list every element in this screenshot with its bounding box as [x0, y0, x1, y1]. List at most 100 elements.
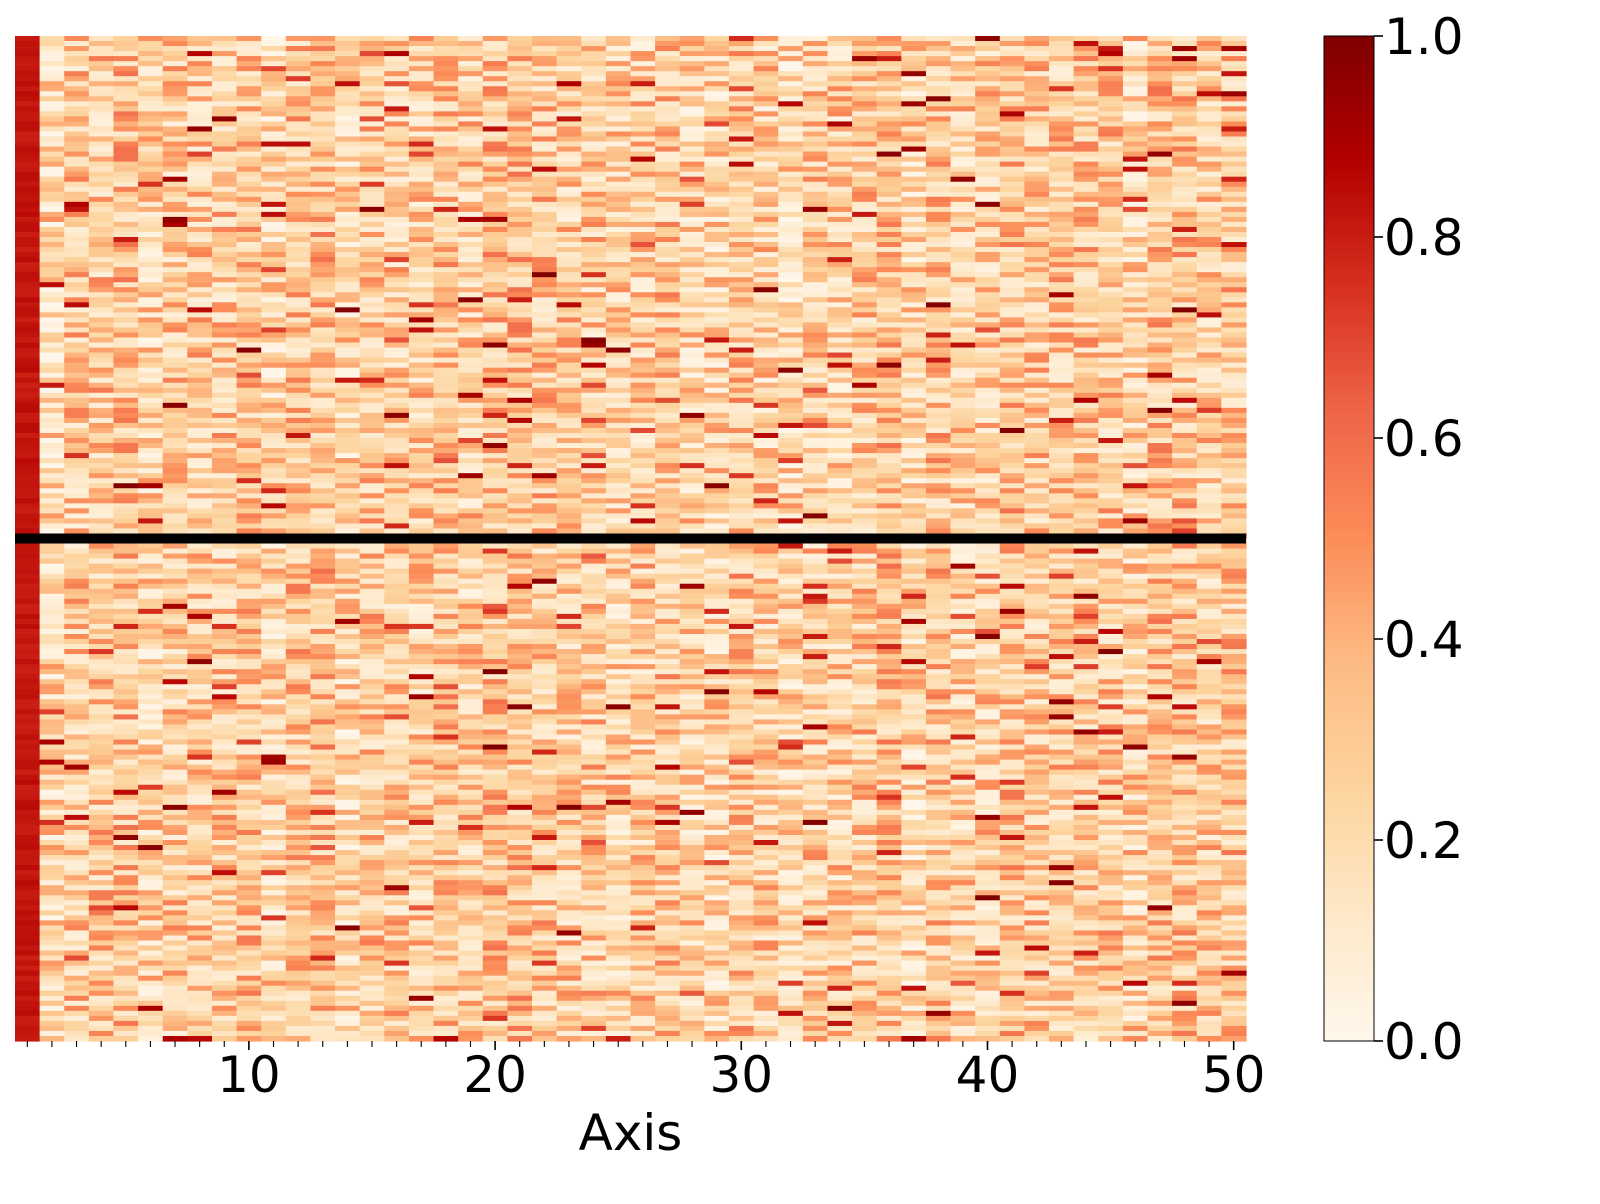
heatmap-cell [285, 950, 312, 957]
heatmap-cell [310, 1025, 336, 1032]
heatmap-cell [458, 845, 484, 851]
heatmap-cell [187, 126, 213, 133]
heatmap-cell [187, 910, 213, 916]
heatmap-cell [236, 649, 262, 655]
heatmap-cell [408, 252, 435, 258]
heatmap-cell [605, 769, 632, 776]
heatmap-cell [482, 317, 508, 324]
heatmap-cell [113, 508, 139, 514]
heatmap-cell [211, 131, 238, 138]
heatmap-cell [236, 548, 262, 555]
heatmap-cell [482, 819, 508, 826]
heatmap-cell [138, 784, 164, 791]
heatmap-cell [581, 809, 607, 816]
heatmap-cell [15, 985, 41, 992]
heatmap-cell [507, 513, 533, 520]
heatmap-cell [236, 814, 262, 821]
heatmap-cell [482, 106, 508, 112]
heatmap-cell [605, 342, 632, 349]
heatmap-cell [236, 56, 262, 62]
heatmap-cell [433, 448, 459, 454]
heatmap-cell [162, 111, 188, 118]
heatmap-cell [433, 840, 459, 846]
heatmap-cell [15, 463, 41, 469]
heatmap-cell [113, 819, 139, 826]
heatmap-cell [285, 1015, 312, 1022]
heatmap-cell [433, 644, 459, 650]
heatmap-cell [458, 237, 484, 243]
heatmap-cell [384, 453, 410, 459]
heatmap-cell [408, 845, 435, 851]
heatmap-cell [15, 860, 41, 866]
heatmap-cell [285, 201, 312, 208]
heatmap-cell [236, 71, 262, 77]
heatmap-cell [507, 272, 533, 278]
heatmap-cell [482, 709, 508, 715]
heatmap-cell [556, 312, 582, 319]
heatmap-cell [39, 920, 65, 927]
heatmap-cell [15, 1025, 41, 1032]
heatmap-cell [138, 357, 164, 364]
heatmap-cell [458, 191, 484, 198]
heatmap-cell [187, 679, 213, 685]
heatmap-cell [236, 247, 262, 253]
heatmap-cell [39, 960, 65, 967]
heatmap-cell [384, 242, 410, 248]
heatmap-cell [211, 478, 238, 484]
heatmap-cell [581, 739, 607, 746]
heatmap-cell [187, 734, 213, 741]
heatmap-cell [532, 141, 558, 148]
heatmap-cell [261, 478, 287, 484]
heatmap-cell [285, 247, 312, 253]
heatmap-cell [581, 392, 607, 399]
heatmap-cell [359, 161, 385, 168]
heatmap-cell [482, 754, 508, 761]
heatmap-cell [408, 573, 435, 580]
heatmap-cell [408, 478, 435, 484]
heatmap-cell [482, 56, 508, 62]
heatmap-cell [138, 287, 164, 293]
heatmap-cell [285, 613, 312, 620]
heatmap-cell [211, 483, 238, 489]
heatmap-cell [482, 674, 508, 680]
heatmap-cell [15, 181, 41, 188]
heatmap-cell [507, 508, 533, 514]
heatmap-cell [433, 1030, 459, 1037]
heatmap-cell [482, 613, 508, 620]
heatmap-cell [64, 940, 90, 947]
heatmap-cell [138, 196, 164, 203]
heatmap-cell [408, 890, 435, 896]
heatmap-cell [88, 267, 115, 273]
heatmap-cell [482, 714, 508, 721]
heatmap-cell [211, 543, 238, 550]
heatmap-cell [359, 463, 385, 469]
heatmap-cell [310, 36, 336, 42]
heatmap-cell [211, 995, 238, 1002]
heatmap-cell [39, 342, 65, 349]
heatmap-cell [384, 950, 410, 957]
heatmap-cell [507, 523, 533, 530]
heatmap-cell [507, 377, 533, 384]
heatmap-cell [408, 598, 435, 605]
heatmap-cell [556, 1005, 582, 1012]
heatmap-cell [482, 850, 508, 856]
heatmap-cell [507, 990, 533, 997]
heatmap-cell [88, 905, 115, 911]
heatmap-cell [138, 960, 164, 967]
heatmap-cell [138, 176, 164, 183]
heatmap-cell [310, 860, 336, 866]
heatmap-cell [335, 382, 361, 389]
heatmap-cell [433, 804, 459, 811]
heatmap-cell [88, 834, 115, 841]
heatmap-cell [39, 412, 65, 419]
heatmap-cell [64, 417, 90, 424]
heatmap-cell [532, 392, 558, 399]
heatmap-cell [335, 247, 361, 253]
heatmap-cell [39, 769, 65, 776]
heatmap-cell [556, 664, 582, 670]
heatmap-cell [408, 814, 435, 821]
heatmap-cell [605, 141, 632, 148]
heatmap-cell [408, 56, 435, 62]
heatmap-cell [581, 744, 607, 751]
heatmap-cell [482, 252, 508, 258]
